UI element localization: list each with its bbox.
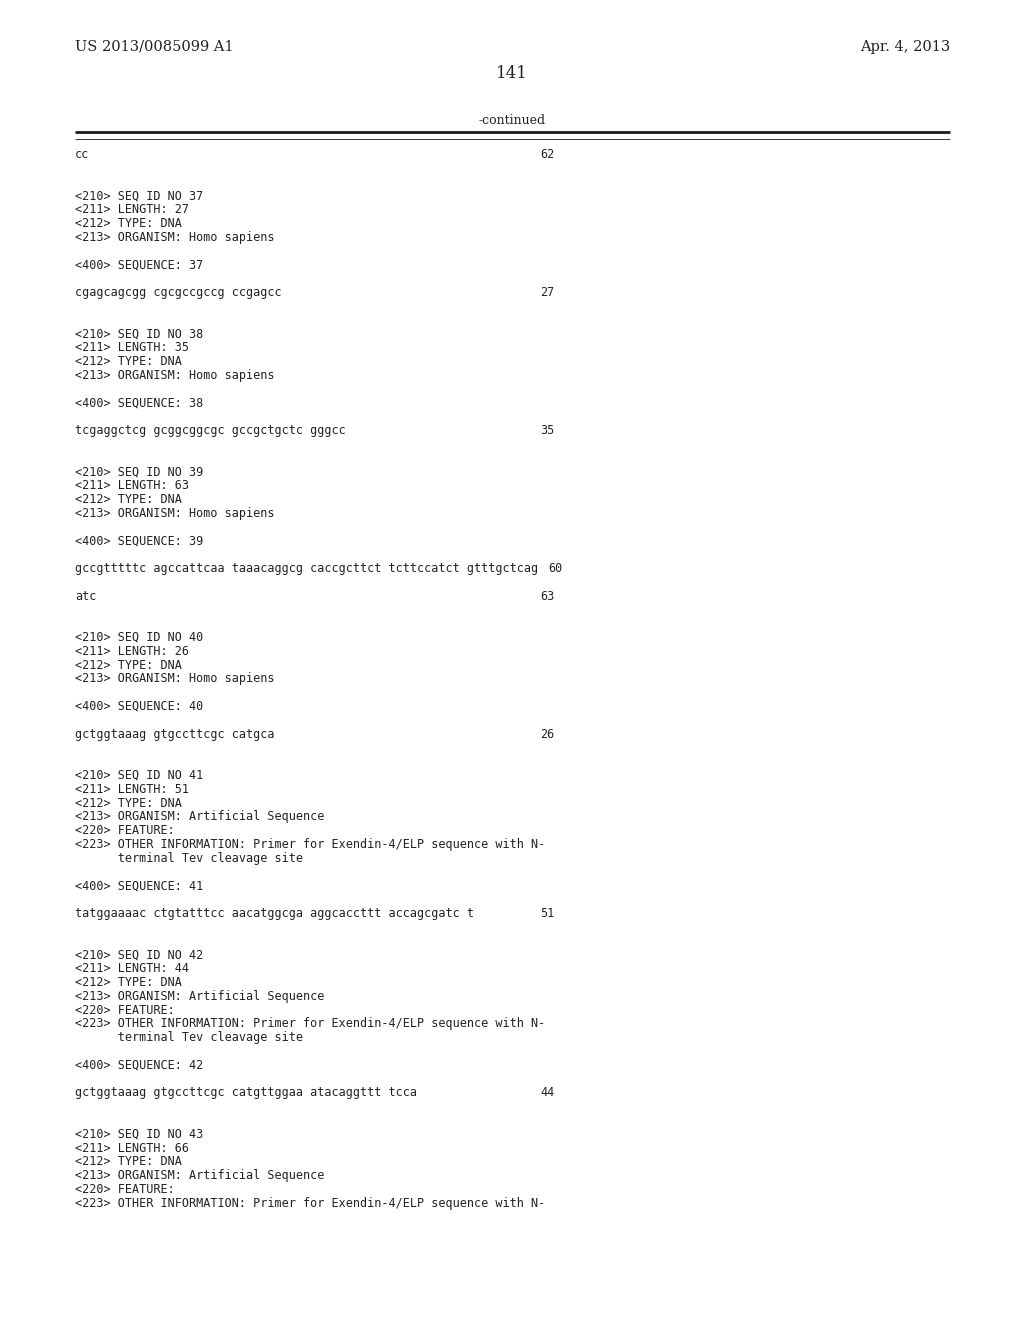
- Text: <211> LENGTH: 63: <211> LENGTH: 63: [75, 479, 189, 492]
- Text: 27: 27: [540, 286, 554, 300]
- Text: <213> ORGANISM: Artificial Sequence: <213> ORGANISM: Artificial Sequence: [75, 1170, 325, 1183]
- Text: <400> SEQUENCE: 42: <400> SEQUENCE: 42: [75, 1059, 203, 1072]
- Text: <211> LENGTH: 51: <211> LENGTH: 51: [75, 783, 189, 796]
- Text: gctggtaaag gtgccttcgc catgca: gctggtaaag gtgccttcgc catgca: [75, 727, 274, 741]
- Text: gctggtaaag gtgccttcgc catgttggaa atacaggttt tcca: gctggtaaag gtgccttcgc catgttggaa atacagg…: [75, 1086, 417, 1100]
- Text: <223> OTHER INFORMATION: Primer for Exendin-4/ELP sequence with N-: <223> OTHER INFORMATION: Primer for Exen…: [75, 1197, 545, 1210]
- Text: <211> LENGTH: 35: <211> LENGTH: 35: [75, 341, 189, 354]
- Text: <212> TYPE: DNA: <212> TYPE: DNA: [75, 492, 182, 506]
- Text: <213> ORGANISM: Homo sapiens: <213> ORGANISM: Homo sapiens: [75, 368, 274, 381]
- Text: cc: cc: [75, 148, 89, 161]
- Text: 44: 44: [540, 1086, 554, 1100]
- Text: <211> LENGTH: 66: <211> LENGTH: 66: [75, 1142, 189, 1155]
- Text: <211> LENGTH: 44: <211> LENGTH: 44: [75, 962, 189, 975]
- Text: <400> SEQUENCE: 39: <400> SEQUENCE: 39: [75, 535, 203, 548]
- Text: 51: 51: [540, 907, 554, 920]
- Text: <213> ORGANISM: Artificial Sequence: <213> ORGANISM: Artificial Sequence: [75, 990, 325, 1003]
- Text: <400> SEQUENCE: 40: <400> SEQUENCE: 40: [75, 700, 203, 713]
- Text: <213> ORGANISM: Homo sapiens: <213> ORGANISM: Homo sapiens: [75, 507, 274, 520]
- Text: <213> ORGANISM: Artificial Sequence: <213> ORGANISM: Artificial Sequence: [75, 810, 325, 824]
- Text: tatggaaaac ctgtatttcc aacatggcga aggcaccttt accagcgatc t: tatggaaaac ctgtatttcc aacatggcga aggcacc…: [75, 907, 474, 920]
- Text: <223> OTHER INFORMATION: Primer for Exendin-4/ELP sequence with N-: <223> OTHER INFORMATION: Primer for Exen…: [75, 838, 545, 851]
- Text: <210> SEQ ID NO 41: <210> SEQ ID NO 41: [75, 770, 203, 781]
- Text: <211> LENGTH: 26: <211> LENGTH: 26: [75, 644, 189, 657]
- Text: tcgaggctcg gcggcggcgc gccgctgctc gggcc: tcgaggctcg gcggcggcgc gccgctgctc gggcc: [75, 424, 346, 437]
- Text: 60: 60: [548, 562, 562, 576]
- Text: <212> TYPE: DNA: <212> TYPE: DNA: [75, 1155, 182, 1168]
- Text: terminal Tev cleavage site: terminal Tev cleavage site: [75, 1031, 303, 1044]
- Text: -continued: -continued: [478, 114, 546, 127]
- Text: <220> FEATURE:: <220> FEATURE:: [75, 1183, 175, 1196]
- Text: <213> ORGANISM: Homo sapiens: <213> ORGANISM: Homo sapiens: [75, 672, 274, 685]
- Text: <213> ORGANISM: Homo sapiens: <213> ORGANISM: Homo sapiens: [75, 231, 274, 244]
- Text: <210> SEQ ID NO 37: <210> SEQ ID NO 37: [75, 189, 203, 202]
- Text: 26: 26: [540, 727, 554, 741]
- Text: <210> SEQ ID NO 39: <210> SEQ ID NO 39: [75, 466, 203, 478]
- Text: <211> LENGTH: 27: <211> LENGTH: 27: [75, 203, 189, 216]
- Text: cgagcagcgg cgcgccgccg ccgagcc: cgagcagcgg cgcgccgccg ccgagcc: [75, 286, 282, 300]
- Text: 62: 62: [540, 148, 554, 161]
- Text: <212> TYPE: DNA: <212> TYPE: DNA: [75, 659, 182, 672]
- Text: <210> SEQ ID NO 43: <210> SEQ ID NO 43: [75, 1127, 203, 1140]
- Text: <400> SEQUENCE: 41: <400> SEQUENCE: 41: [75, 879, 203, 892]
- Text: US 2013/0085099 A1: US 2013/0085099 A1: [75, 40, 233, 54]
- Text: Apr. 4, 2013: Apr. 4, 2013: [860, 40, 950, 54]
- Text: <212> TYPE: DNA: <212> TYPE: DNA: [75, 355, 182, 368]
- Text: <212> TYPE: DNA: <212> TYPE: DNA: [75, 975, 182, 989]
- Text: <223> OTHER INFORMATION: Primer for Exendin-4/ELP sequence with N-: <223> OTHER INFORMATION: Primer for Exen…: [75, 1018, 545, 1031]
- Text: <210> SEQ ID NO 42: <210> SEQ ID NO 42: [75, 948, 203, 961]
- Text: atc: atc: [75, 590, 96, 603]
- Text: <210> SEQ ID NO 40: <210> SEQ ID NO 40: [75, 631, 203, 644]
- Text: <212> TYPE: DNA: <212> TYPE: DNA: [75, 216, 182, 230]
- Text: 141: 141: [496, 65, 528, 82]
- Text: <210> SEQ ID NO 38: <210> SEQ ID NO 38: [75, 327, 203, 341]
- Text: 35: 35: [540, 424, 554, 437]
- Text: <212> TYPE: DNA: <212> TYPE: DNA: [75, 796, 182, 809]
- Text: terminal Tev cleavage site: terminal Tev cleavage site: [75, 851, 303, 865]
- Text: gccgtttttc agccattcaa taaacaggcg caccgcttct tcttccatct gtttgctcag: gccgtttttc agccattcaa taaacaggcg caccgct…: [75, 562, 539, 576]
- Text: <220> FEATURE:: <220> FEATURE:: [75, 1003, 175, 1016]
- Text: 63: 63: [540, 590, 554, 603]
- Text: <400> SEQUENCE: 37: <400> SEQUENCE: 37: [75, 259, 203, 272]
- Text: <220> FEATURE:: <220> FEATURE:: [75, 824, 175, 837]
- Text: <400> SEQUENCE: 38: <400> SEQUENCE: 38: [75, 396, 203, 409]
